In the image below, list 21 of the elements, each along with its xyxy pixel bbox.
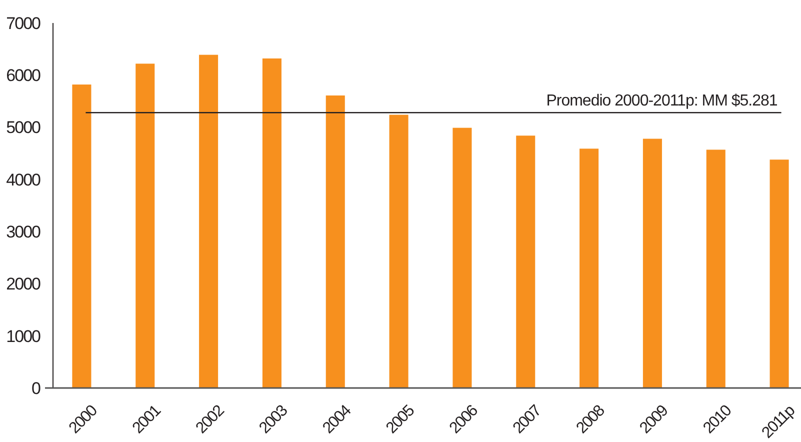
bar (770, 160, 789, 388)
ref-line-label: Promedio 2000-2011p: MM $5.281 (546, 92, 778, 110)
bar (452, 128, 472, 388)
y-tick-label: 6000 (6, 66, 41, 86)
y-tick-label: 5000 (6, 118, 41, 138)
y-tick-label: 3000 (6, 222, 41, 242)
bar (72, 84, 92, 388)
bar (706, 150, 726, 388)
bar (642, 138, 662, 388)
bar (516, 136, 536, 388)
bar (580, 148, 599, 388)
y-tick-label: 4000 (6, 170, 41, 190)
bar (136, 64, 155, 388)
y-tick-label: 1000 (6, 326, 41, 346)
bar (199, 54, 218, 388)
bar (262, 58, 282, 388)
y-tick-label: 0 (32, 378, 41, 398)
y-tick-label: 7000 (6, 14, 41, 33)
y-tick-label: 2000 (6, 274, 41, 294)
bar (389, 114, 408, 388)
bar (326, 95, 345, 388)
